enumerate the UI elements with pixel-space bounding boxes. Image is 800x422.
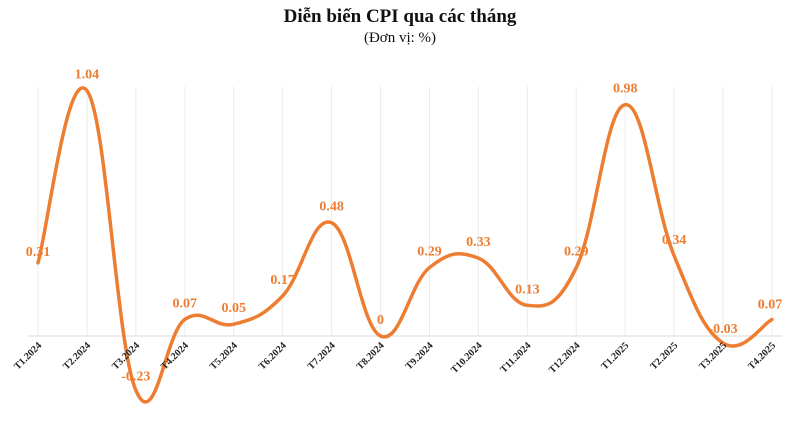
data-label: -0.03: [708, 322, 737, 337]
x-tick-label: T3.2025: [697, 340, 729, 372]
x-tick-label: T9.2024: [404, 340, 436, 372]
x-tick-label: T5.2024: [208, 340, 240, 372]
x-tick-label: T2.2024: [61, 340, 93, 372]
chart-title: Diễn biến CPI qua các tháng: [283, 6, 517, 27]
data-labels: 0.31 1.04 -0.23 0.07 0.05 0.17 0.48 0 0.29 0.33 0.…: [26, 68, 783, 385]
x-tick-label: T2.2025: [648, 340, 680, 372]
data-label: 0.17: [270, 273, 295, 288]
data-label: 0.48: [319, 200, 344, 215]
data-label: 0.13: [515, 282, 540, 297]
x-tick-label: T11.2024: [498, 340, 533, 375]
x-tick-label: T4.2025: [746, 340, 778, 372]
data-label: 0.29: [417, 245, 442, 260]
x-tick-label: T7.2024: [306, 340, 338, 372]
x-tick-label: T1.2025: [599, 340, 631, 372]
data-label: 0.07: [173, 296, 198, 311]
data-label: 0.33: [466, 235, 491, 250]
x-tick-label: T6.2024: [257, 340, 289, 372]
data-label: 0.34: [662, 233, 687, 248]
data-label: 1.04: [75, 68, 100, 83]
vertical-gridlines: [37, 86, 773, 336]
data-label: 0.98: [613, 82, 638, 97]
x-tick-label: T4.2024: [159, 340, 191, 372]
x-tick-label: T8.2024: [355, 340, 387, 372]
data-label: 0: [377, 313, 384, 328]
x-tick-label: T1.2024: [12, 340, 44, 372]
data-label: 0.05: [221, 301, 246, 316]
data-label: -0.23: [121, 369, 150, 384]
series-line: [36, 86, 774, 404]
x-tick-label: T12.2024: [547, 340, 582, 375]
data-label: 0.29: [564, 245, 589, 260]
x-tick-label: T10.2024: [449, 340, 484, 375]
data-label: 0.07: [758, 297, 783, 312]
chart-subtitle: (Đơn vị: %): [363, 30, 437, 46]
data-label: 0.31: [26, 245, 51, 260]
